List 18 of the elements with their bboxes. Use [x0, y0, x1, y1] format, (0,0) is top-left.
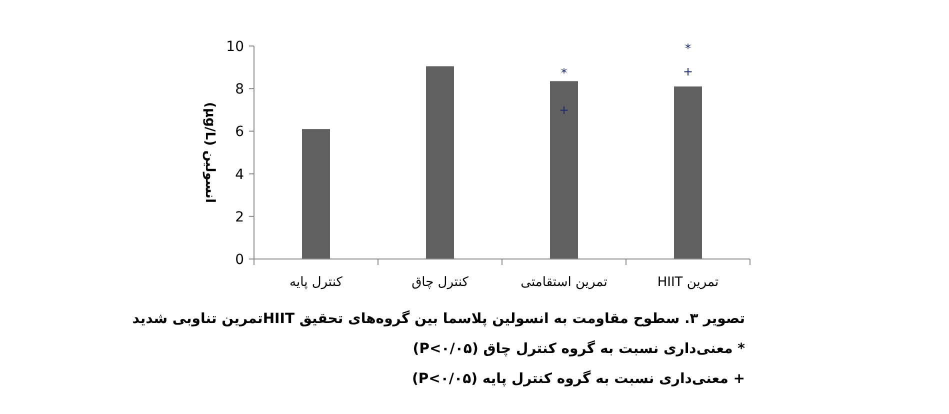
annotation: +	[682, 64, 694, 78]
y-tick-label: 0	[235, 252, 244, 268]
x-tick-label: کنترل پایه	[290, 275, 344, 290]
y-tick-label: 4	[235, 166, 244, 183]
text: * معنی‌داری نسبت به گروه کنترل چاق (P<۰/۰۵)	[412, 340, 746, 357]
annotation: +	[558, 103, 570, 118]
y-tick-label: 2	[235, 209, 244, 226]
annotation: *	[561, 66, 567, 80]
x-tick-label: تمرین استقامتی	[520, 275, 608, 290]
text: تصویر ۳. سطوح مقاومت به انسولین پلاسما بین گروه‌های تحقیق HIITتمرین تناوبی شدید	[132, 310, 745, 327]
y-axis-title: انسولین (µg/L)	[202, 102, 217, 203]
text: + معنی‌داری نسبت به گروه کنترل پایه (P<۰/۰۵)	[412, 370, 745, 387]
annotation: *	[685, 41, 691, 56]
y-tick-label: 6	[235, 124, 244, 140]
y-tick-label: 10	[226, 39, 244, 55]
x-tick-label: تمرین HIIT	[657, 275, 720, 290]
y-tick-label: 8	[235, 82, 244, 98]
x-tick-label: کنترل چاق	[412, 275, 470, 290]
